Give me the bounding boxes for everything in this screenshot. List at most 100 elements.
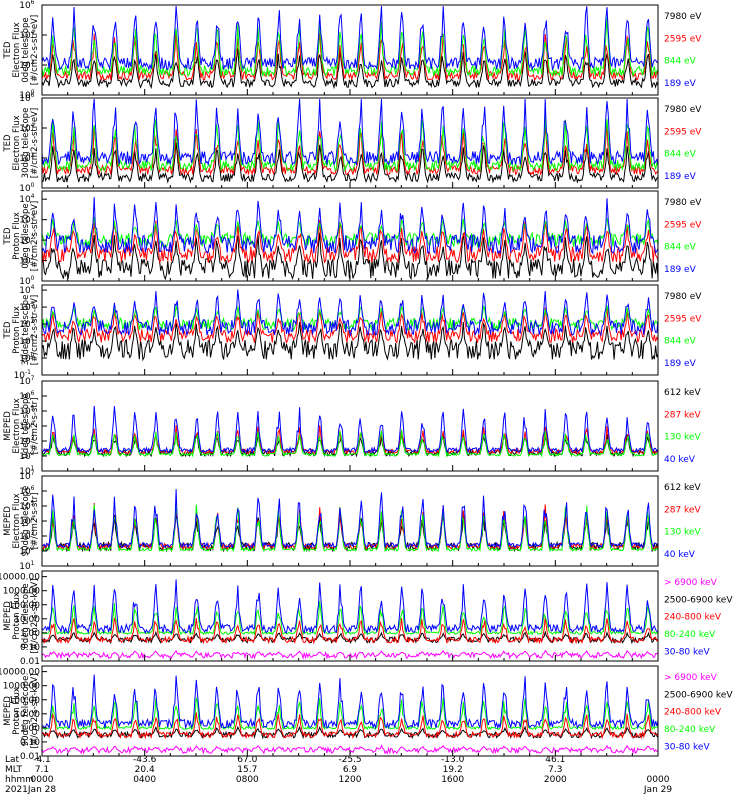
series-line — [41, 429, 658, 458]
time-axis-row-label: MLT — [5, 765, 23, 775]
legend-entry: 189 eV — [664, 79, 697, 89]
legend-entry: 287 keV — [664, 410, 701, 420]
legend-entry: > 6900 keV — [664, 578, 718, 588]
legend-entry: 844 eV — [664, 337, 697, 347]
time-axis-value: -25.5 — [338, 755, 361, 765]
time-axis-row-label: 2021 — [5, 785, 28, 795]
series-line — [41, 579, 659, 635]
panel-ylabel: MEPEDElectron Flux90deg telescope[#/cm2-… — [3, 486, 40, 557]
legend-entry: 844 eV — [664, 243, 697, 253]
time-axis-value: 2000 — [544, 775, 567, 785]
panel-ylabel: MEPEDProton Flux0deg telescope[#/cm2-s-s… — [3, 579, 40, 654]
panel-7: 0.010.101.0010.00100.001000.0010000.00ME… — [0, 570, 733, 667]
panel-ylabel-line: MEPED — [3, 696, 13, 726]
panel-frame — [41, 380, 659, 472]
panel-8: 0.010.101.0010.00100.001000.0010000.00ME… — [0, 665, 733, 762]
panel-ylabel-line: [#/cm2-s-str-eV] — [30, 295, 40, 365]
panel-ylabel-line: MEPED — [3, 411, 13, 441]
y-tick-label: 101 — [19, 560, 34, 572]
panel-ylabel: TEDElectron Flux0deg telescope[#/cm2-s-s… — [3, 15, 40, 85]
time-axis-row-label: Lat — [5, 755, 20, 765]
legend-entry: 612 keV — [664, 388, 701, 398]
y-tick-label: 10.00 — [14, 710, 40, 720]
series-line — [41, 489, 659, 550]
y-tick-label: 100.00 — [9, 696, 41, 706]
legend-entry: 240-800 keV — [664, 613, 722, 623]
panel-ylabel-line: [#/cm2-s-str] — [30, 398, 40, 455]
panel-ylabel-line: 0deg telescope — [21, 203, 31, 268]
legend-entry: 189 eV — [664, 172, 697, 182]
panel-ylabel: MEPEDProton Flux90deg telescope[#/cm2-s-… — [3, 674, 40, 749]
series-line — [41, 405, 659, 455]
legend-entry: 189 eV — [664, 265, 697, 275]
panel-ylabel-line: TED — [3, 227, 13, 246]
series-line — [41, 116, 659, 173]
y-tick-label: 1.00 — [20, 724, 40, 734]
legend-entry: 7980 eV — [664, 292, 702, 302]
series-line — [41, 304, 659, 332]
series-line — [41, 502, 659, 552]
time-axis-value: Jan 29 — [643, 785, 672, 795]
legend-entry: 130 keV — [664, 528, 701, 538]
y-tick-label: 10000.00 — [0, 668, 40, 678]
panel-ylabel-line: Electron Flux — [12, 115, 22, 170]
panel-ylabel-line: 0deg telescope — [21, 393, 31, 458]
y-tick-label: 1.00 — [20, 629, 40, 639]
time-axis-value: -43.6 — [133, 755, 157, 765]
panel-ylabel-line: TED — [3, 41, 13, 60]
legend-entry: 7980 eV — [664, 12, 702, 22]
legend-entry: 30-80 keV — [664, 647, 710, 657]
time-axis-value: 15.7 — [237, 765, 257, 775]
y-tick-label: 107 — [19, 470, 34, 482]
series-line — [41, 142, 659, 184]
legend-entry: 40 keV — [664, 550, 696, 560]
panel-ylabel-line: Electron Flux — [12, 493, 22, 548]
panel-ylabel-line: [#/cm2-s-str-eV] — [30, 108, 40, 178]
panel-ylabel-line: 0deg telescope — [21, 583, 31, 648]
time-axis-value: 67.0 — [237, 755, 257, 765]
legend-entry: 844 eV — [664, 150, 697, 160]
legend-entry: 2595 eV — [664, 127, 702, 137]
legend-entry: 30-80 keV — [664, 742, 710, 752]
legend-entry: 80-240 keV — [664, 630, 716, 640]
series-line — [41, 712, 659, 740]
panel-ylabel-line: MEPED — [3, 601, 13, 631]
series-line — [41, 616, 659, 645]
series-line — [41, 17, 659, 78]
legend-entry: 7980 eV — [664, 105, 702, 115]
series-line — [41, 197, 659, 255]
series-line — [41, 98, 659, 167]
panel-ylabel-line: TED — [3, 134, 13, 153]
legend-entry: > 6900 keV — [664, 673, 718, 683]
series-line — [41, 48, 659, 90]
panel-ylabel-line: 0deg telescope — [21, 17, 31, 82]
series-line — [41, 232, 659, 281]
legend-entry: 2595 eV — [664, 34, 702, 44]
y-tick-label: 0.01 — [20, 752, 40, 762]
time-axis-value: 0000 — [647, 775, 670, 785]
panel-ylabel: TEDElectron Flux30deg telescope[#/cm2-s-… — [3, 108, 40, 179]
panel-ylabel-line: [#/cm2-s-str-keV] — [30, 579, 40, 654]
series-line — [41, 504, 659, 553]
legend-entry: 2500-6900 keV — [664, 595, 733, 605]
series-line — [41, 289, 659, 337]
panel-ylabel: TEDProton Flux30deg telescope[#/cm2-s-st… — [3, 295, 40, 366]
time-axis-value: 0800 — [236, 775, 259, 785]
y-tick-label: 104 — [19, 284, 34, 296]
legend-entry: 844 eV — [664, 57, 697, 67]
panel-ylabel-line: MEPED — [3, 506, 13, 536]
y-tick-label: 106 — [19, 0, 34, 11]
panel-ylabel-line: Proton Flux — [12, 212, 22, 260]
legend-entry: 2595 eV — [664, 220, 702, 230]
series-line — [41, 5, 659, 72]
legend-entry: 612 keV — [664, 483, 701, 493]
y-tick-label: 107 — [19, 375, 34, 387]
panel-ylabel: MEPEDElectron Flux0deg telescope[#/cm2-s… — [3, 393, 40, 458]
panel-ylabel-line: 90deg telescope — [21, 486, 31, 557]
series-line — [41, 307, 659, 345]
